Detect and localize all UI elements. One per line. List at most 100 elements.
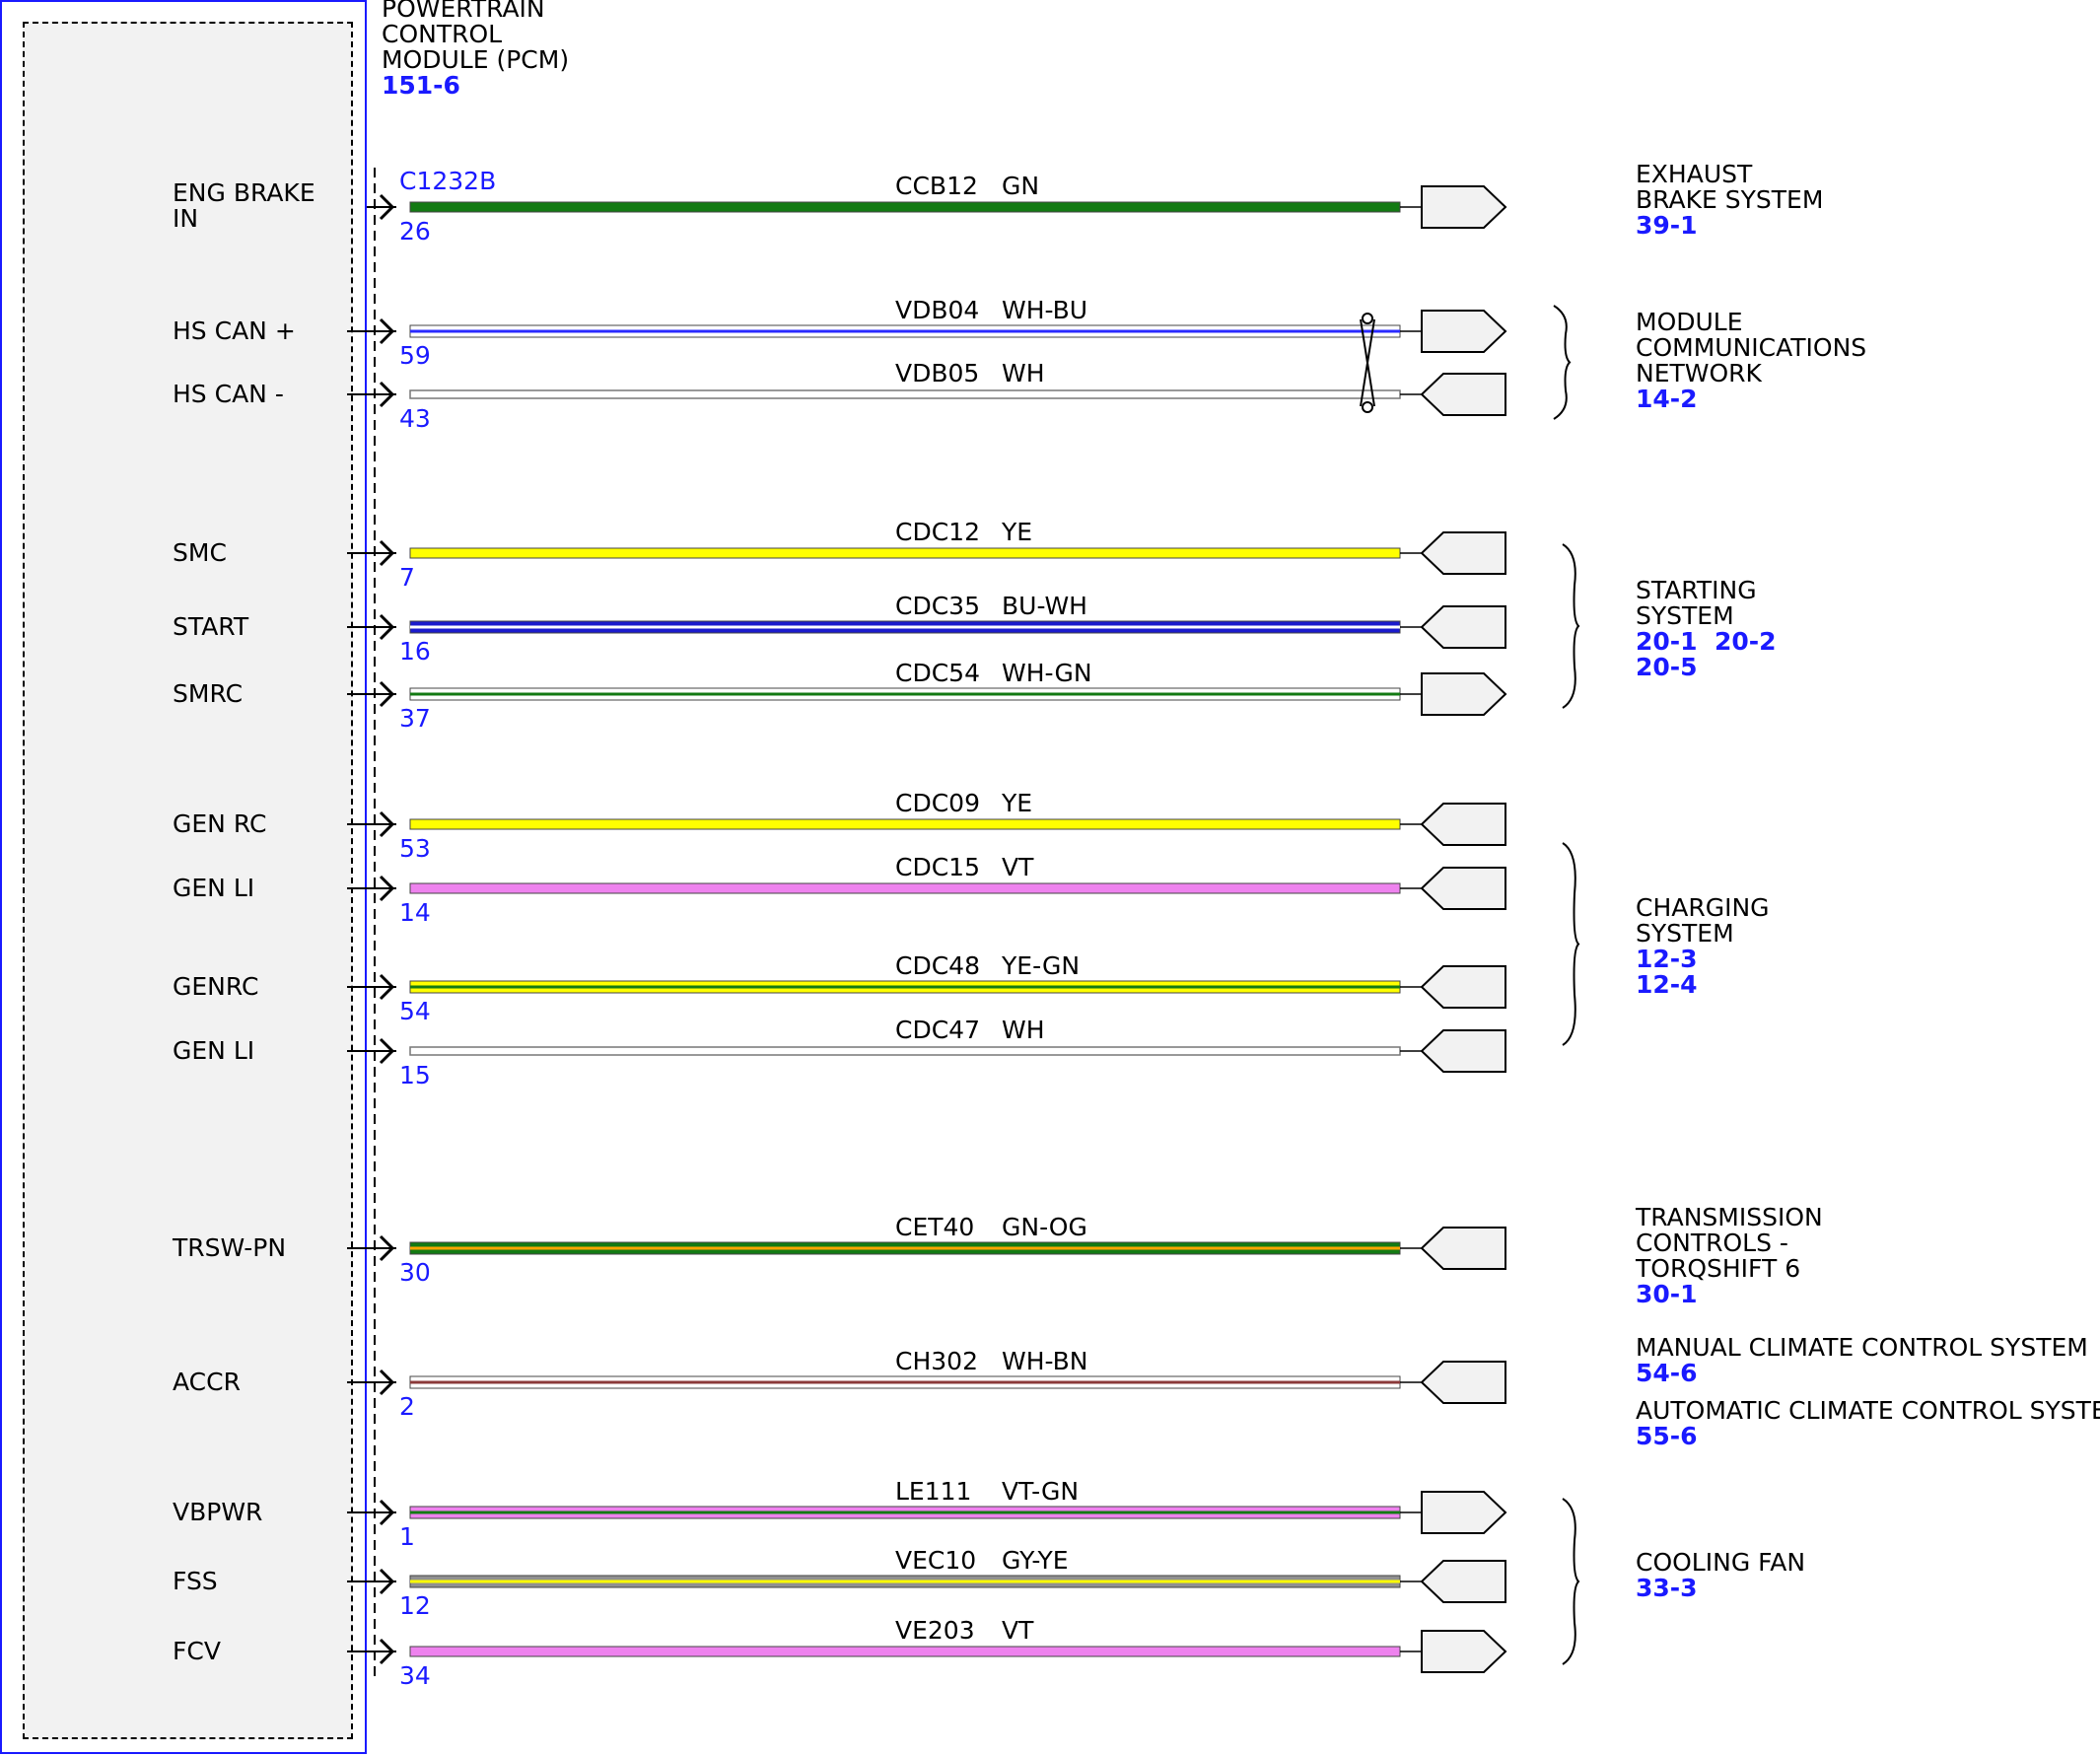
destination-ref[interactable]: 30-1 — [1636, 1280, 1698, 1308]
connector-terminal-icon — [1420, 965, 1506, 1009]
pin-function-label: GEN LI — [173, 874, 255, 902]
destination-brace — [1562, 1498, 1580, 1665]
module-name-line-3: MODULE (PCM) — [382, 45, 570, 74]
wire-color-code: WH-BN — [1002, 1347, 1088, 1375]
connector-chevron-icon — [379, 1369, 395, 1396]
pin-number: 15 — [399, 1061, 431, 1089]
destination-name: COMMUNICATIONS — [1636, 333, 1867, 362]
destination-name: AUTOMATIC CLIMATE CONTROL SYSTEM — [1636, 1396, 2100, 1425]
wire-stripe — [410, 1580, 1400, 1583]
destination-ref[interactable]: 54-6 — [1636, 1359, 1698, 1387]
pin-number: 37 — [399, 704, 431, 733]
pin-number: 26 — [399, 217, 431, 246]
wire-stripe — [410, 625, 1400, 629]
pcm-module-box — [0, 0, 367, 1754]
circuit-id: CDC12 — [895, 518, 980, 546]
circuit-id: CH302 — [895, 1347, 978, 1375]
circuit-id: CDC35 — [895, 592, 980, 620]
circuit-id: CDC09 — [895, 789, 980, 817]
wire — [409, 201, 1401, 213]
destination-brace — [1562, 543, 1580, 709]
pin-number: 54 — [399, 997, 431, 1025]
pin-function-label: GEN RC — [173, 809, 267, 838]
module-ref[interactable]: 151-6 — [382, 71, 460, 100]
wire-stripe — [410, 692, 1400, 696]
destination-name: COOLING FAN — [1636, 1548, 1806, 1577]
destination-brace — [1553, 305, 1572, 420]
pin-function-label: SMRC — [173, 679, 244, 708]
wire-color-code: WH — [1002, 359, 1045, 387]
circuit-id: VDB05 — [895, 359, 980, 387]
destination-ref[interactable]: 20-1 20-2 — [1636, 627, 1777, 656]
wire-color-code: GN-OG — [1002, 1213, 1087, 1241]
circuit-id: CDC47 — [895, 1016, 980, 1044]
pin-number: 30 — [399, 1258, 431, 1287]
destination-ref[interactable]: 20-5 — [1636, 653, 1698, 681]
pin-function-label: TRSW-PN — [173, 1233, 287, 1262]
wire-color-code: VT — [1002, 853, 1034, 881]
pin-function-label: ACCR — [173, 1368, 241, 1396]
destination-name: CHARGING — [1636, 893, 1770, 922]
wire — [409, 547, 1401, 559]
connector-terminal-icon — [1420, 531, 1506, 575]
module-name-line-1: POWERTRAIN — [382, 0, 545, 23]
connector-chevron-icon — [379, 539, 395, 567]
twist-end-icon — [1362, 401, 1373, 413]
destination-ref[interactable]: 39-1 — [1636, 211, 1698, 240]
destination-ref[interactable]: 14-2 — [1636, 385, 1698, 413]
wire-color-code: WH — [1002, 1016, 1045, 1044]
circuit-id: CDC15 — [895, 853, 980, 881]
wire-color-code: WH-BU — [1002, 296, 1088, 324]
destination-ref[interactable]: 12-3 — [1636, 945, 1698, 973]
pin-function-label: VBPWR — [173, 1498, 263, 1526]
pin-function-label: ENG BRAKE — [173, 178, 315, 207]
destination-name: TRANSMISSION — [1636, 1203, 1823, 1231]
pin-function-label: FSS — [173, 1567, 218, 1595]
destination-name: NETWORK — [1636, 359, 1762, 387]
wire-color-code: VT — [1002, 1616, 1034, 1645]
pin-function-label: HS CAN - — [173, 380, 284, 408]
wire-stripe — [410, 985, 1400, 989]
pin-function-label: HS CAN + — [173, 316, 296, 345]
connector-chevron-icon — [379, 810, 395, 838]
circuit-id: VEC10 — [895, 1546, 977, 1575]
pin-function-label: IN — [173, 204, 199, 233]
destination-name: SYSTEM — [1636, 919, 1734, 948]
destination-ref[interactable]: 55-6 — [1636, 1422, 1698, 1450]
destination-name: BRAKE SYSTEM — [1636, 185, 1824, 214]
destination-ref[interactable]: 33-3 — [1636, 1574, 1698, 1602]
wire-stripe — [410, 329, 1400, 333]
destination-name: STARTING — [1636, 576, 1757, 604]
connector-chevron-icon — [379, 317, 395, 345]
destination-name: CONTROLS - — [1636, 1229, 1788, 1257]
pin-number: 1 — [399, 1522, 415, 1551]
circuit-id: VDB04 — [895, 296, 980, 324]
connector-chevron-icon — [379, 1499, 395, 1526]
connector-terminal-icon — [1420, 1227, 1506, 1270]
connector-id: C1232B — [399, 167, 497, 195]
pin-number: 59 — [399, 341, 431, 370]
wire-stripe — [410, 1246, 1400, 1250]
destination-name: MODULE — [1636, 308, 1743, 336]
connector-chevron-icon — [379, 973, 395, 1001]
module-name-line-2: CONTROL — [382, 20, 503, 48]
connector-chevron-icon — [379, 193, 395, 221]
pin-number: 43 — [399, 404, 431, 433]
connector-terminal-icon — [1421, 1491, 1507, 1534]
twist-end-icon — [1362, 313, 1373, 324]
wire-color-code: BU-WH — [1002, 592, 1087, 620]
connector-terminal-icon — [1420, 1560, 1506, 1603]
destination-name: TORQSHIFT 6 — [1636, 1254, 1801, 1283]
connector-terminal-icon — [1420, 803, 1506, 846]
circuit-id: CDC48 — [895, 951, 980, 980]
pin-number: 7 — [399, 563, 415, 592]
connector-terminal-icon — [1421, 1630, 1507, 1673]
wire-color-code: YE — [1002, 789, 1033, 817]
connector-chevron-icon — [379, 1234, 395, 1262]
connector-chevron-icon — [379, 381, 395, 408]
connector-chevron-icon — [379, 875, 395, 902]
destination-ref[interactable]: 12-4 — [1636, 970, 1698, 999]
wire-stripe — [410, 1510, 1400, 1514]
